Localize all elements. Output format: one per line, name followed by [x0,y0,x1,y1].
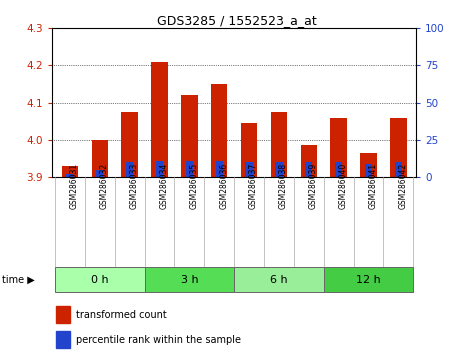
Text: GSM286040: GSM286040 [339,163,348,209]
Bar [92,140,108,177]
Bar [300,145,317,177]
FancyBboxPatch shape [324,267,413,292]
Bar [66,174,74,177]
Text: GSM286041: GSM286041 [368,163,377,209]
Bar [62,166,78,177]
Bar [122,112,138,177]
Text: 3 h: 3 h [181,275,198,285]
Text: percentile rank within the sample: percentile rank within the sample [76,335,241,344]
Text: GSM286036: GSM286036 [219,163,228,209]
Bar [56,331,70,348]
Text: 12 h: 12 h [356,275,381,285]
Bar [181,95,198,177]
Bar [96,170,104,177]
Bar [271,112,287,177]
Text: GSM286034: GSM286034 [159,163,168,209]
Bar [335,162,342,177]
Bar [151,62,168,177]
Text: GSM286042: GSM286042 [398,163,407,209]
Text: 6 h: 6 h [270,275,288,285]
Bar [245,162,253,177]
Text: 0 h: 0 h [91,275,109,285]
Bar [275,162,282,177]
Bar [156,161,163,177]
Bar [394,162,402,177]
FancyBboxPatch shape [234,267,324,292]
Text: GSM286037: GSM286037 [249,163,258,209]
FancyBboxPatch shape [145,267,234,292]
Text: GSM286039: GSM286039 [309,163,318,209]
Text: GSM286038: GSM286038 [279,163,288,209]
Text: GSM286035: GSM286035 [189,163,198,209]
Bar [365,164,372,177]
Bar [241,123,257,177]
Text: time ▶: time ▶ [2,275,35,285]
FancyBboxPatch shape [55,267,145,292]
Text: GSM286031: GSM286031 [70,163,79,209]
Bar [360,153,377,177]
Text: transformed count: transformed count [76,310,167,320]
Bar [126,162,133,177]
Text: GDS3285 / 1552523_a_at: GDS3285 / 1552523_a_at [157,14,316,27]
Bar [390,118,406,177]
Bar [305,162,313,177]
Bar [211,84,228,177]
Bar [56,306,70,323]
Bar [331,118,347,177]
Text: GSM286032: GSM286032 [100,163,109,209]
Bar [216,161,223,177]
Bar [186,161,193,177]
Text: GSM286033: GSM286033 [130,163,139,209]
